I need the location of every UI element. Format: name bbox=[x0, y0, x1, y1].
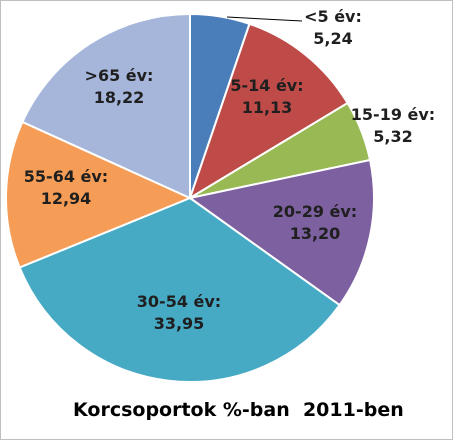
leader-lines bbox=[226, 16, 303, 22]
slice-category-label: >65 év: bbox=[85, 66, 154, 85]
chart-title: Korcsoportok %-ban 2011-ben bbox=[73, 399, 404, 421]
slice-category-label: 30-54 év: bbox=[137, 292, 221, 311]
pie-slice bbox=[188, 22, 349, 201]
slice-label: 30-54 év: 33,95 bbox=[137, 292, 221, 333]
slice-value-label: 13,20 bbox=[290, 224, 341, 243]
slice-value-label: 11,13 bbox=[242, 98, 293, 117]
slice-label: 20-29 év: 13,20 bbox=[273, 202, 357, 243]
slice-value-label: 12,94 bbox=[41, 189, 92, 208]
slice-value-label: 33,95 bbox=[154, 314, 205, 333]
slice-label: 5-14 év: 11,13 bbox=[230, 76, 303, 117]
slice-label: >65 év: 18,22 bbox=[85, 66, 154, 107]
slice-category-label: 15-19 év: bbox=[351, 105, 435, 124]
slice-label: 55-64 év: 12,94 bbox=[24, 167, 108, 208]
slice-value-label: 18,22 bbox=[94, 88, 145, 107]
slice-category-label: 55-64 év: bbox=[24, 167, 108, 186]
pie-slice bbox=[21, 12, 191, 200]
slice-value-label: 5,24 bbox=[313, 29, 352, 48]
pie-slice bbox=[5, 120, 193, 269]
slice-label: 15-19 év: 5,32 bbox=[351, 105, 435, 146]
slice-category-label: 20-29 év: bbox=[273, 202, 357, 221]
slice-category-label: <5 év: bbox=[304, 7, 362, 26]
pie-slice bbox=[187, 158, 375, 307]
slice-category-label: 5-14 év: bbox=[230, 76, 303, 95]
leader-line bbox=[226, 16, 303, 22]
pie-slice bbox=[18, 196, 341, 383]
pie-slices bbox=[5, 12, 375, 383]
slice-labels: <5 év: 5,24 5-14 év: 11,13 15-19 év: 5,32 20-2… bbox=[24, 7, 435, 333]
slice-value-label: 5,32 bbox=[373, 127, 412, 146]
slice-label: <5 év: 5,24 bbox=[304, 7, 362, 48]
